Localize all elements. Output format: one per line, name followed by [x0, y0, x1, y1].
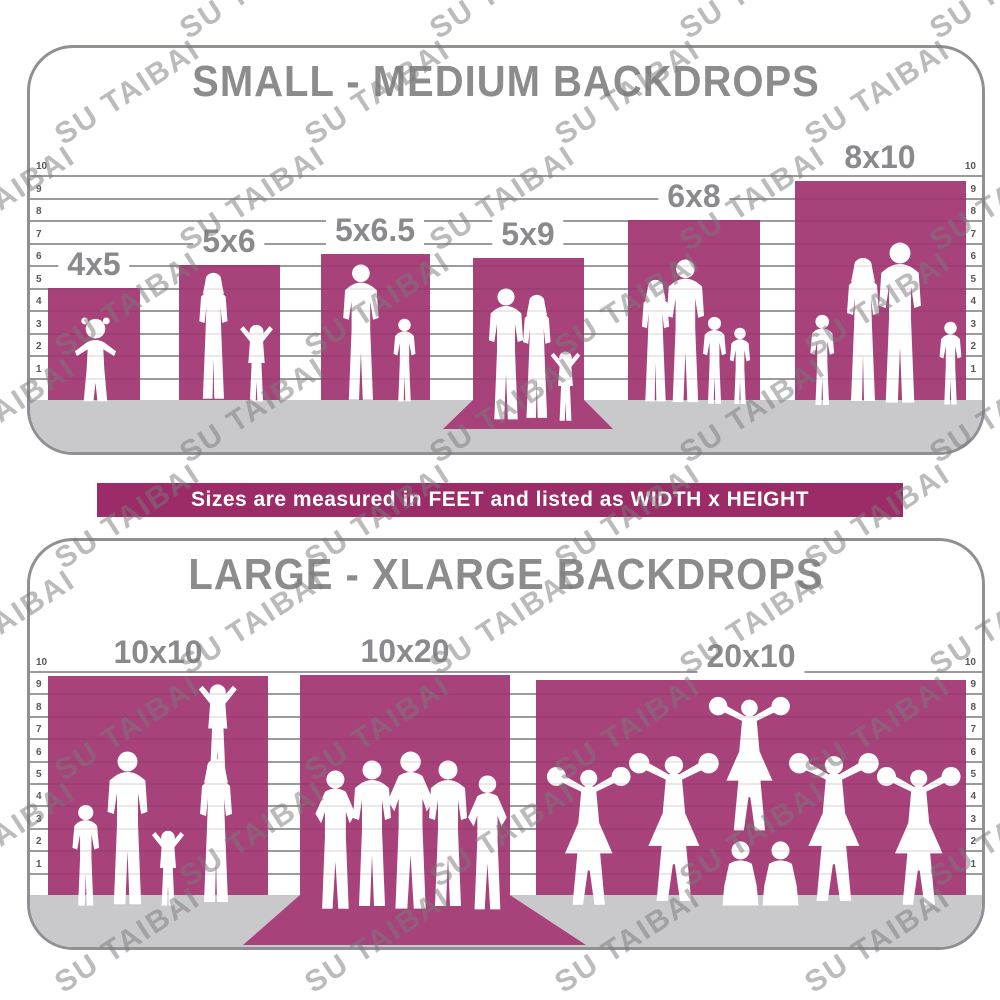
- scale-tick-right: 6: [970, 251, 976, 262]
- panel-small-medium: SMALL - MEDIUM BACKDROPS 4x5 5x6 5x6.5 5…: [27, 45, 985, 455]
- scale-tick-right: 7: [970, 724, 976, 736]
- father-and-son-silhouette: [343, 264, 416, 402]
- scale-tick-right: 10: [964, 657, 976, 668]
- scale-tick-right: 4: [970, 296, 976, 307]
- scale-tick-left: 10: [36, 161, 48, 172]
- size-label-5x6.5: 5x6.5: [325, 212, 425, 248]
- gridline: [30, 310, 982, 312]
- size-label-10x10: 10x10: [104, 634, 212, 670]
- scale-tick-right: 2: [970, 836, 976, 848]
- size-label-5x9: 5x9: [492, 216, 564, 252]
- scale-tick-right: 7: [970, 228, 976, 240]
- gridline: [30, 671, 982, 673]
- gridline: [30, 738, 982, 741]
- gridline: [30, 265, 982, 267]
- scale-tick-left: 7: [36, 228, 42, 240]
- scale-tick-right: 9: [970, 679, 976, 691]
- scale-tick-left: 2: [36, 836, 42, 848]
- scale-tick-right: 1: [970, 363, 976, 375]
- gridline: [30, 715, 982, 718]
- scale-tick-right: 1: [970, 858, 976, 870]
- gridline: [30, 175, 982, 177]
- gridline: [30, 827, 982, 830]
- size-label-5x6: 5x6: [193, 223, 265, 259]
- gridline: [30, 783, 982, 785]
- scale-tick-left: 8: [36, 701, 42, 713]
- watermark-text: SU TAIBAI: [174, 0, 332, 46]
- gridline: [30, 197, 982, 200]
- watermark-text: SU TAIBAI: [674, 0, 832, 46]
- gridline: [30, 175, 982, 177]
- watermark-text: SU TAIBAI: [0, 0, 82, 46]
- measurement-note-text: Sizes are measured in FEET and listed as…: [191, 488, 809, 511]
- scale-tick-left: 10: [36, 657, 48, 668]
- scale-tick-left: 9: [36, 679, 42, 691]
- panel-title-large-xlarge: LARGE - XLARGE BACKDROPS: [188, 551, 824, 599]
- size-label-8x10: 8x10: [835, 139, 925, 175]
- scale-tick-left: 6: [36, 746, 42, 758]
- scale-tick-left: 4: [36, 791, 42, 803]
- gridline: [30, 377, 982, 380]
- toddler-silhouette: [74, 317, 117, 402]
- scale-tick-left: 8: [36, 206, 42, 217]
- panel-large-xlarge: LARGE - XLARGE BACKDROPS 10x10 10x20 20x…: [27, 538, 985, 950]
- gridline: [30, 671, 982, 673]
- family-of-five-silhouette: [810, 242, 962, 405]
- scale-tick-left: 3: [36, 813, 42, 825]
- family-of-three-silhouette: [488, 288, 581, 421]
- size-label-4x5: 4x5: [58, 246, 130, 282]
- group-of-men-silhouette: [315, 751, 507, 910]
- gridline: [30, 693, 982, 696]
- backdrop-bar-5x6.5: [321, 254, 430, 400]
- size-label-6x8: 6x8: [658, 178, 730, 214]
- gridline: [30, 760, 982, 763]
- scale-tick-left: 2: [36, 341, 42, 352]
- scale-tick-right: 5: [970, 273, 976, 285]
- scale-tick-right: 9: [970, 183, 976, 195]
- cheerleading-squad-silhouette: [546, 696, 961, 906]
- gridline: [30, 872, 982, 875]
- scale-tick-right: 8: [970, 206, 976, 217]
- watermark-text: SU TAIBAI: [924, 0, 1000, 46]
- gridline: [30, 850, 982, 853]
- scale-tick-left: 3: [36, 318, 42, 330]
- gridline: [30, 332, 982, 335]
- scale-tick-left: 1: [36, 858, 42, 870]
- scale-tick-right: 5: [970, 769, 976, 780]
- gridline: [30, 287, 982, 290]
- gridline: [30, 805, 982, 808]
- scale-tick-right: 2: [970, 341, 976, 352]
- size-label-10x20: 10x20: [351, 633, 459, 669]
- scale-tick-left: 6: [36, 251, 42, 262]
- gridline: [30, 355, 982, 357]
- scale-tick-left: 7: [36, 724, 42, 736]
- scale-tick-right: 3: [970, 318, 976, 330]
- panel-title-small-medium: SMALL - MEDIUM BACKDROPS: [192, 58, 820, 106]
- scale-tick-left: 5: [36, 769, 42, 780]
- scale-tick-left: 9: [36, 183, 42, 195]
- scale-tick-right: 8: [970, 701, 976, 713]
- gridline: [30, 197, 982, 200]
- scale-tick-right: 10: [964, 161, 976, 172]
- scale-tick-right: 3: [970, 813, 976, 825]
- size-label-20x10: 20x10: [697, 638, 805, 674]
- watermark-text: SU TAIBAI: [424, 0, 582, 46]
- scale-tick-left: 5: [36, 273, 42, 285]
- scale-tick-right: 4: [970, 791, 976, 803]
- mother-and-child-silhouette: [199, 272, 273, 402]
- scale-tick-left: 4: [36, 296, 42, 307]
- scale-tick-left: 1: [36, 363, 42, 375]
- measurement-note-banner: Sizes are measured in FEET and listed as…: [97, 483, 903, 517]
- scale-tick-right: 6: [970, 746, 976, 758]
